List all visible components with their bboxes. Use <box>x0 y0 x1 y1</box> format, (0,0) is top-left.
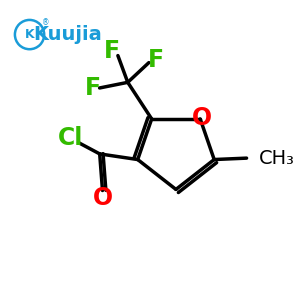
Text: O: O <box>192 106 212 130</box>
Text: F: F <box>104 39 120 63</box>
Text: CH₃: CH₃ <box>259 148 295 168</box>
Text: Kuujia: Kuujia <box>33 25 102 44</box>
Text: O: O <box>92 186 112 210</box>
Text: Cl: Cl <box>57 126 83 150</box>
Text: F: F <box>85 76 101 100</box>
Text: ®: ® <box>42 18 49 27</box>
Text: F: F <box>148 48 164 72</box>
Text: K: K <box>25 28 34 41</box>
